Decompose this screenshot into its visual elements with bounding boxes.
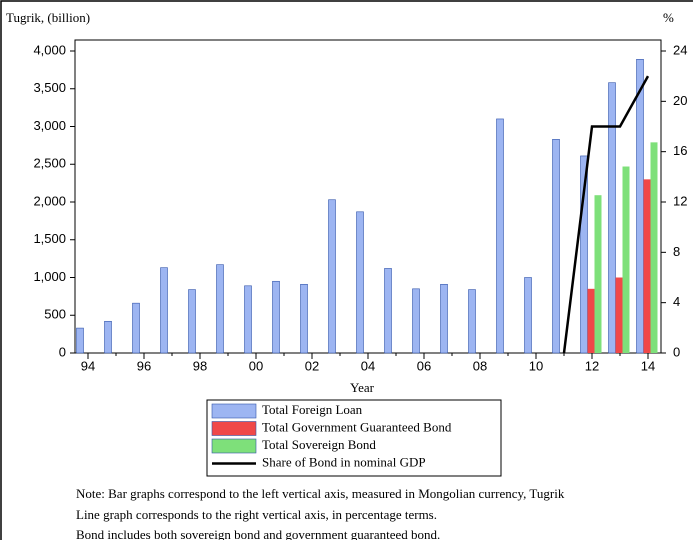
x-tick-label: 96 [137, 358, 151, 373]
x-axis-label: Year [350, 380, 375, 395]
bar [587, 288, 595, 353]
y2-tick-label: 24 [673, 42, 687, 57]
x-tick-label: 04 [361, 358, 375, 373]
bar [76, 327, 84, 354]
y-tick-label: 1,500 [33, 231, 66, 246]
legend-swatch [211, 403, 257, 419]
y2-tick-label: 16 [673, 143, 687, 158]
y2-tick-label: 12 [673, 193, 687, 208]
bar [272, 280, 280, 354]
bar [216, 264, 224, 354]
legend-label: Total Sovereign Bond [262, 437, 376, 452]
legend-label: Total Government Guaranteed Bond [262, 419, 452, 434]
bar [636, 59, 644, 354]
legend-swatch [211, 421, 257, 436]
x-tick-label: 14 [641, 358, 655, 373]
y-tick-label: 3,000 [33, 118, 66, 133]
y2-tick-label: 0 [673, 344, 680, 359]
y-tick-label: 3,500 [33, 80, 66, 95]
y2-tick-label: 4 [673, 294, 680, 309]
x-tick-label: 10 [529, 358, 543, 373]
y-axis-label: Tugrik, (billion) [6, 10, 90, 25]
line [562, 75, 650, 354]
bar [412, 288, 420, 354]
bar [104, 320, 112, 354]
x-tick-label: 00 [249, 358, 263, 373]
bar [356, 211, 364, 354]
bar [643, 179, 651, 353]
note: Line graph corresponds to the right vert… [76, 507, 437, 522]
note: Note: Bar graphs correspond to the left … [76, 486, 565, 501]
y-tick-label: 2,000 [33, 193, 66, 208]
bar [440, 283, 448, 354]
bar [132, 302, 140, 354]
bar [650, 142, 658, 353]
y2-tick-label: 8 [673, 244, 680, 259]
bar [300, 283, 308, 354]
legend-swatch [211, 438, 257, 454]
x-tick-label: 94 [81, 358, 95, 373]
bar [160, 267, 168, 354]
y2-axis-label: % [663, 10, 674, 25]
bar [594, 195, 602, 353]
bar [384, 268, 392, 354]
x-tick-label: 98 [193, 358, 207, 373]
bar [468, 289, 476, 354]
x-tick-label: 02 [305, 358, 319, 373]
y2-tick-label: 20 [673, 93, 687, 108]
y-tick-label: 2,500 [33, 156, 66, 171]
y-tick-label: 500 [44, 307, 66, 322]
x-tick-label: 12 [585, 358, 599, 373]
y-tick-label: 1,000 [33, 269, 66, 284]
bar [615, 277, 623, 353]
x-tick-label: 08 [473, 358, 487, 373]
y-tick-label: 0 [59, 344, 66, 359]
bar [580, 155, 588, 354]
bar [524, 277, 532, 354]
y-tick-label: 4,000 [33, 42, 66, 57]
bar [622, 166, 630, 353]
legend-label: Total Foreign Loan [262, 402, 363, 417]
bar [328, 199, 336, 354]
bar [244, 285, 252, 354]
bar [188, 289, 196, 354]
x-tick-label: 06 [417, 358, 431, 373]
note: Bond includes both sovereign bond and go… [76, 527, 440, 540]
legend-label: Share of Bond in nominal GDP [262, 454, 426, 469]
bar [552, 139, 560, 354]
bar [608, 82, 616, 354]
bar [496, 118, 504, 354]
